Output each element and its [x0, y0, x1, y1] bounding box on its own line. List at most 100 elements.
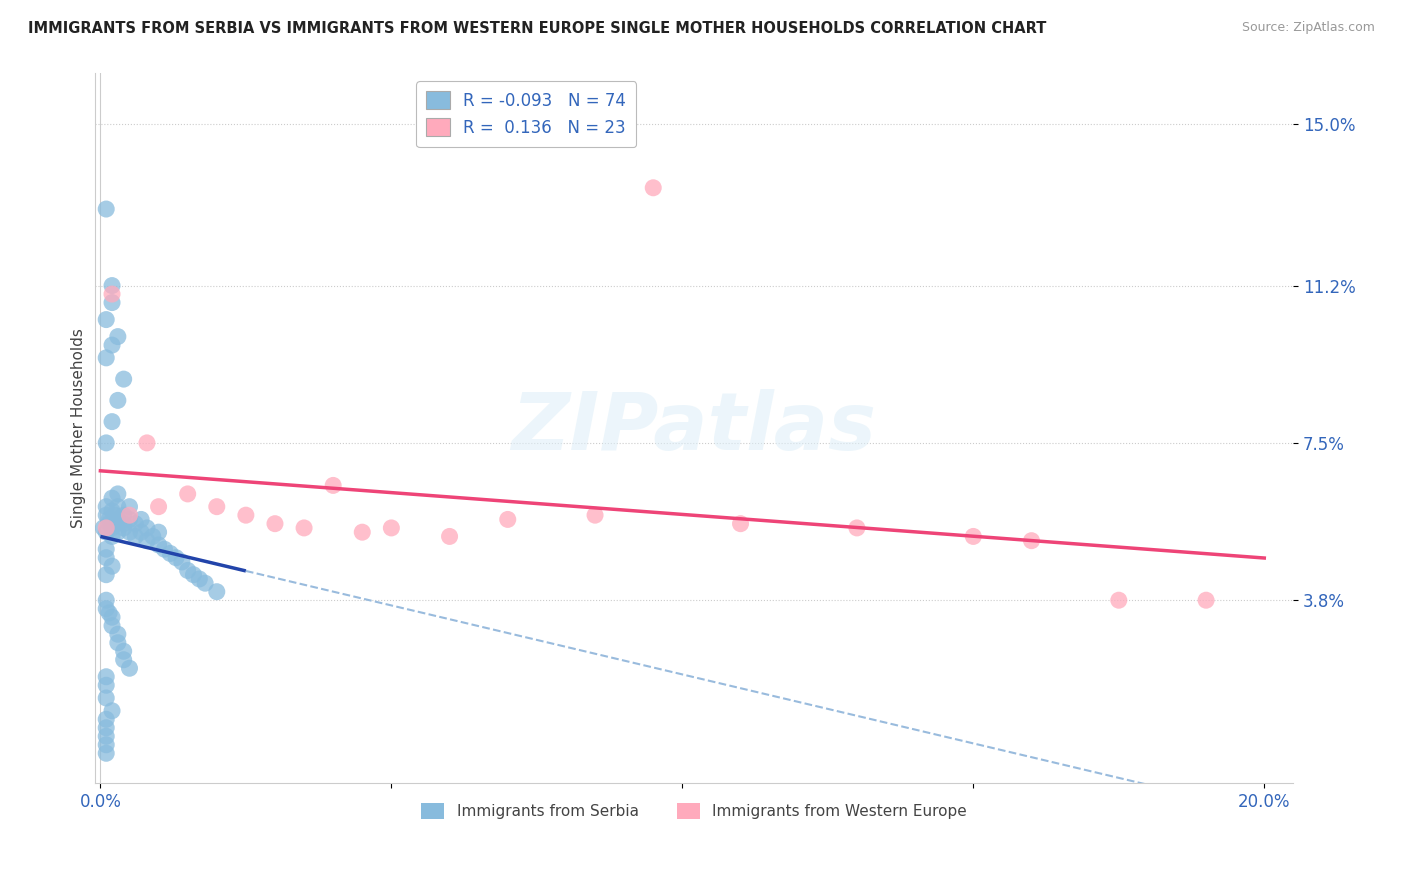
- Point: [170, 555, 193, 569]
- Point: [136, 436, 159, 450]
- Point: [96, 550, 118, 565]
- Point: [101, 415, 124, 429]
- Point: [194, 576, 217, 591]
- Point: [112, 516, 135, 531]
- Point: [118, 525, 141, 540]
- Point: [101, 287, 124, 301]
- Point: [1195, 593, 1218, 607]
- Point: [96, 542, 118, 557]
- Point: [112, 372, 135, 386]
- Point: [159, 546, 181, 560]
- Point: [96, 351, 118, 365]
- Point: [96, 729, 118, 743]
- Point: [148, 500, 170, 514]
- Point: [96, 746, 118, 760]
- Point: [136, 521, 159, 535]
- Point: [107, 487, 129, 501]
- Point: [730, 516, 752, 531]
- Point: [107, 500, 129, 514]
- Point: [98, 606, 121, 620]
- Point: [107, 329, 129, 343]
- Point: [96, 601, 118, 615]
- Point: [101, 559, 124, 574]
- Point: [107, 636, 129, 650]
- Point: [1021, 533, 1043, 548]
- Point: [583, 508, 606, 523]
- Point: [264, 516, 287, 531]
- Point: [148, 525, 170, 540]
- Point: [96, 678, 118, 692]
- Point: [235, 508, 257, 523]
- Point: [292, 521, 315, 535]
- Point: [107, 525, 129, 540]
- Point: [104, 508, 127, 523]
- Point: [205, 500, 228, 514]
- Legend: Immigrants from Serbia, Immigrants from Western Europe: Immigrants from Serbia, Immigrants from …: [415, 797, 973, 825]
- Point: [96, 508, 118, 523]
- Point: [845, 521, 868, 535]
- Point: [112, 653, 135, 667]
- Point: [496, 512, 519, 526]
- Point: [136, 533, 159, 548]
- Text: IMMIGRANTS FROM SERBIA VS IMMIGRANTS FROM WESTERN EUROPE SINGLE MOTHER HOUSEHOLD: IMMIGRANTS FROM SERBIA VS IMMIGRANTS FRO…: [28, 21, 1046, 36]
- Point: [176, 564, 198, 578]
- Point: [118, 508, 141, 523]
- Point: [96, 738, 118, 752]
- Point: [96, 670, 118, 684]
- Point: [101, 491, 124, 505]
- Point: [188, 572, 211, 586]
- Point: [148, 538, 170, 552]
- Text: Source: ZipAtlas.com: Source: ZipAtlas.com: [1241, 21, 1375, 34]
- Point: [1108, 593, 1130, 607]
- Point: [96, 525, 118, 540]
- Point: [96, 436, 118, 450]
- Point: [129, 512, 152, 526]
- Point: [322, 478, 344, 492]
- Point: [205, 584, 228, 599]
- Point: [101, 338, 124, 352]
- Point: [91, 521, 114, 535]
- Point: [153, 542, 176, 557]
- Point: [101, 521, 124, 535]
- Point: [643, 181, 665, 195]
- Point: [183, 567, 205, 582]
- Point: [112, 644, 135, 658]
- Point: [96, 312, 118, 326]
- Point: [96, 721, 118, 735]
- Point: [962, 529, 984, 543]
- Point: [129, 525, 152, 540]
- Point: [96, 500, 118, 514]
- Point: [124, 516, 146, 531]
- Point: [352, 525, 374, 540]
- Point: [96, 593, 118, 607]
- Point: [112, 508, 135, 523]
- Point: [101, 618, 124, 632]
- Point: [101, 278, 124, 293]
- Point: [112, 521, 135, 535]
- Point: [107, 393, 129, 408]
- Point: [96, 567, 118, 582]
- Text: ZIPatlas: ZIPatlas: [512, 389, 876, 467]
- Point: [380, 521, 402, 535]
- Point: [118, 500, 141, 514]
- Point: [101, 610, 124, 624]
- Point: [107, 627, 129, 641]
- Point: [118, 512, 141, 526]
- Point: [101, 704, 124, 718]
- Point: [101, 529, 124, 543]
- Point: [96, 691, 118, 706]
- Point: [104, 516, 127, 531]
- Point: [176, 487, 198, 501]
- Point: [124, 529, 146, 543]
- Point: [101, 295, 124, 310]
- Point: [96, 712, 118, 726]
- Point: [96, 521, 118, 535]
- Point: [142, 529, 165, 543]
- Y-axis label: Single Mother Households: Single Mother Households: [72, 328, 86, 528]
- Point: [98, 512, 121, 526]
- Point: [107, 512, 129, 526]
- Point: [118, 661, 141, 675]
- Point: [165, 550, 187, 565]
- Point: [98, 516, 121, 531]
- Point: [101, 504, 124, 518]
